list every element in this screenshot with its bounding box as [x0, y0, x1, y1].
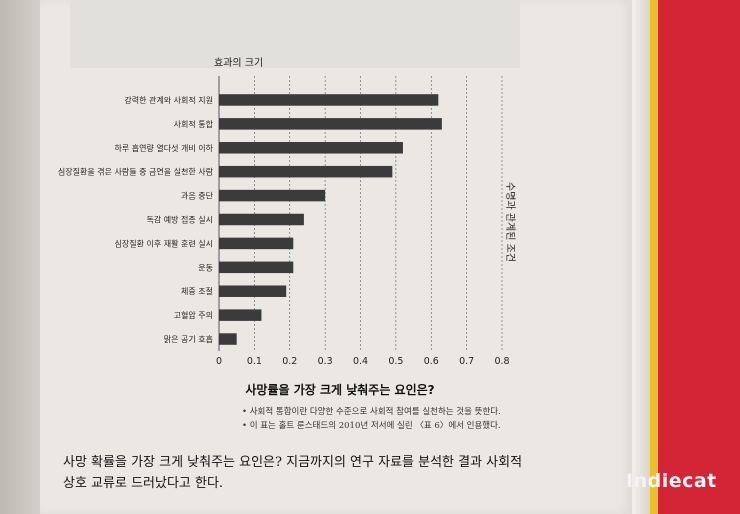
bar	[219, 189, 326, 202]
side-axis-label: 수명과 관계된 조건	[504, 182, 516, 262]
chart-title: 사망률을 가장 크게 낮춰주는 요인은?	[245, 383, 435, 397]
x-tick-label: 0.1	[247, 356, 262, 367]
footnote-2: • 이 표는 홀트 룬스태드의 2010년 저서에 실린 〈표 6〉에서 인용했…	[242, 421, 501, 431]
bars-group	[219, 94, 442, 345]
x-tick-labels: 0 0.1 0.2 0.3 0.4 0.5 0.6 0.7 0.8	[216, 356, 510, 367]
category-label: 하루 흡연량 열다섯 개비 이하	[115, 143, 214, 153]
category-label: 독감 예방 접종 실시	[146, 215, 213, 225]
watermark: Indiecat	[626, 470, 717, 492]
show-through-block	[70, 0, 520, 68]
bar	[219, 213, 304, 226]
x-tick-label: 0.7	[459, 356, 474, 367]
bar	[219, 118, 442, 130]
bar	[219, 285, 287, 297]
category-label: 강력한 관계와 사회적 지원	[124, 95, 213, 105]
x-tick-label: 0.4	[353, 356, 368, 367]
cover-yellow-strip	[650, 0, 658, 514]
x-tick-label: 0.2	[282, 356, 297, 367]
category-label: 사회적 통합	[174, 119, 214, 129]
x-tick-label: 0.3	[318, 356, 333, 367]
bar	[219, 333, 237, 345]
bar	[219, 165, 393, 178]
x-tick-label: 0.8	[494, 356, 509, 367]
category-label: 고혈압 주의	[174, 310, 213, 320]
book-page	[40, 0, 632, 514]
bar	[219, 142, 403, 154]
bar	[219, 237, 294, 250]
category-label: 심장질환 이후 재활 훈련 실시	[115, 238, 214, 248]
book-cover-red	[658, 0, 740, 514]
page-stack-edge	[632, 0, 650, 514]
category-label: 과음 중단	[181, 191, 214, 201]
y-axis-title: 효과의 크기	[214, 57, 263, 69]
category-label: 맑은 공기 호흡	[164, 334, 213, 344]
x-tick-label: 0	[216, 356, 222, 367]
footnote-1: • 사회적 통합이란 다양한 수준으로 사회적 참여를 실천하는 것을 뜻한다.	[242, 407, 501, 417]
body-paragraph: 사망 확률을 가장 크게 낮춰주는 요인은? 지금까지의 연구 자료를 분석한 …	[63, 455, 523, 491]
bar	[219, 309, 262, 321]
bar	[219, 94, 439, 106]
x-tick-label: 0.5	[388, 356, 403, 367]
category-label: 심장질환을 겪은 사람들 중 금연을 실천한 사람	[58, 167, 214, 177]
category-label: 운동	[198, 263, 213, 272]
category-label: 체중 조절	[181, 286, 213, 296]
bar	[219, 261, 294, 274]
x-tick-label: 0.6	[424, 356, 439, 367]
